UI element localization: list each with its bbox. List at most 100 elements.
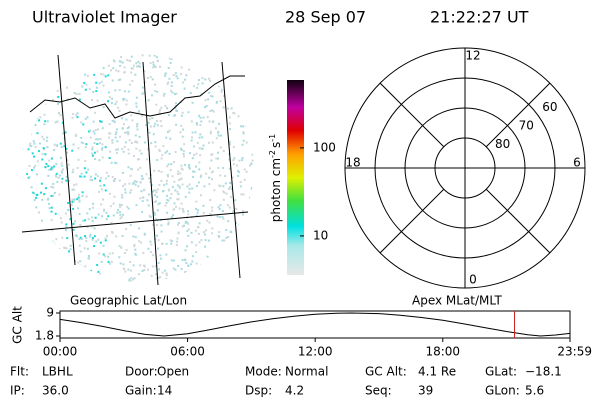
speckle [38,211,41,214]
speckle [242,209,245,212]
speckle [134,183,137,186]
speckle [251,159,254,162]
speckle [124,141,127,144]
speckle [72,207,75,210]
speckle [251,153,254,156]
speckle [223,191,226,194]
speckle [184,271,187,274]
speckle [249,196,252,199]
speckle [59,114,62,117]
speckle [69,248,72,251]
speckle [156,234,159,237]
speckle [68,274,71,277]
speckle [170,163,173,166]
speckle [75,114,78,117]
speckle [93,73,96,76]
speckle [131,119,134,122]
speckle [221,215,224,218]
speckle [195,262,198,265]
speckle [67,163,70,166]
speckle [40,219,43,222]
speckle [237,171,240,174]
speckle [79,236,82,239]
speckle [59,156,62,159]
speckle [228,143,231,146]
speckle [157,203,160,206]
speckle [149,240,152,243]
speckle [48,168,51,171]
speckle [72,113,75,116]
speckle [153,211,156,214]
speckle [43,193,46,196]
speckle [249,164,252,167]
speckle [65,223,68,226]
speckle [119,262,122,265]
speckle [82,268,85,271]
speckle [248,106,251,109]
speckle [241,213,244,216]
speckle [161,271,164,274]
speckle [56,180,59,183]
speckle [50,166,53,169]
speckle [242,193,245,196]
speckle [243,233,246,236]
info-key: GC Alt: [365,365,407,379]
speckle [244,98,247,101]
speckle [74,134,77,137]
speckle [151,94,154,97]
globe-grid [21,54,249,286]
speckle [237,169,240,172]
speckle [40,191,43,194]
speckle [197,181,200,184]
speckle [36,113,39,116]
speckle [252,78,254,81]
speckle [119,135,122,138]
speckle [215,269,218,272]
speckle [92,54,95,57]
speckle [196,226,199,229]
speckle [239,185,242,188]
speckle [148,118,151,121]
speckle [209,132,212,135]
speckle [166,107,169,110]
speckle [108,156,111,159]
speckle [153,125,156,128]
speckle [174,72,177,75]
speckle [228,116,231,119]
speckle [29,242,32,245]
speckle [50,219,53,222]
speckle [177,232,180,235]
speckle [150,243,153,246]
speckle [134,252,137,255]
speckle [53,256,56,259]
speckle [92,91,95,94]
speckle [157,261,160,264]
speckle [137,273,140,276]
speckle [39,258,42,261]
speckle [121,196,124,199]
speckle [235,164,238,167]
speckle [222,198,225,201]
speckle [93,132,96,135]
speckle [157,247,160,250]
speckle [66,209,69,212]
speckle [70,203,73,206]
speckle [55,274,58,277]
speckle [151,117,154,120]
speckle [191,157,194,160]
speckle [110,69,113,72]
speckle [77,261,80,264]
speckle [253,231,254,234]
speckle [111,79,114,82]
speckle [209,79,212,82]
speckle [208,221,211,224]
speckle [187,264,190,267]
speckle [197,83,200,86]
speckle [232,210,235,213]
speckle [164,104,167,107]
speckle [104,189,107,192]
speckle [221,209,224,212]
speckle [92,120,95,123]
speckle [34,119,37,122]
speckle [137,185,140,188]
